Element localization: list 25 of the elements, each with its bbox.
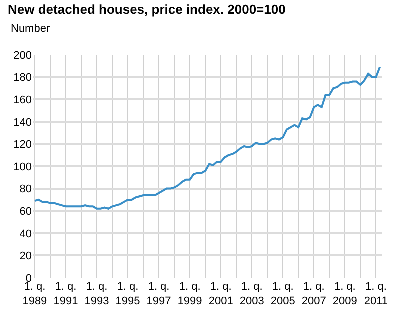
x-tick-label: 1. q. 2009: [332, 281, 358, 308]
y-tick-label: 40: [20, 228, 32, 240]
x-tick-label: 1. q. 2001: [208, 281, 234, 308]
y-tick-label: 80: [20, 184, 32, 196]
y-tick-label: 160: [14, 94, 32, 106]
x-tick-label: 1. q. 1997: [146, 281, 172, 308]
y-tick-label: 200: [14, 50, 32, 62]
x-tick-label: 1. q. 2007: [302, 281, 326, 308]
y-tick-label: 60: [20, 206, 32, 218]
y-axis-title: Number: [11, 23, 50, 35]
y-tick-label: 180: [14, 72, 32, 84]
x-tick-label: 1. q. 2005: [270, 281, 296, 308]
y-tick-label: 20: [20, 250, 32, 263]
x-tick-label: 1. q. 2003: [240, 281, 264, 308]
x-tick-label: 1. q. 1993: [84, 281, 110, 308]
line-series: [34, 66, 382, 210]
y-tick-label: 140: [14, 116, 32, 129]
y-tick-label: 120: [14, 139, 32, 152]
x-tick-label: 1. q. 2011: [364, 281, 388, 308]
y-tick-label: 100: [14, 161, 32, 174]
x-tick-label: 1. q. 1999: [178, 281, 202, 308]
chart-title: New detached houses, price index. 2000=100: [8, 2, 286, 17]
x-tick-label: 1. q. 1991: [54, 281, 78, 308]
x-tick-label: 1. q. 1995: [116, 281, 140, 308]
x-tick-label: 1. q. 1989: [22, 281, 48, 308]
